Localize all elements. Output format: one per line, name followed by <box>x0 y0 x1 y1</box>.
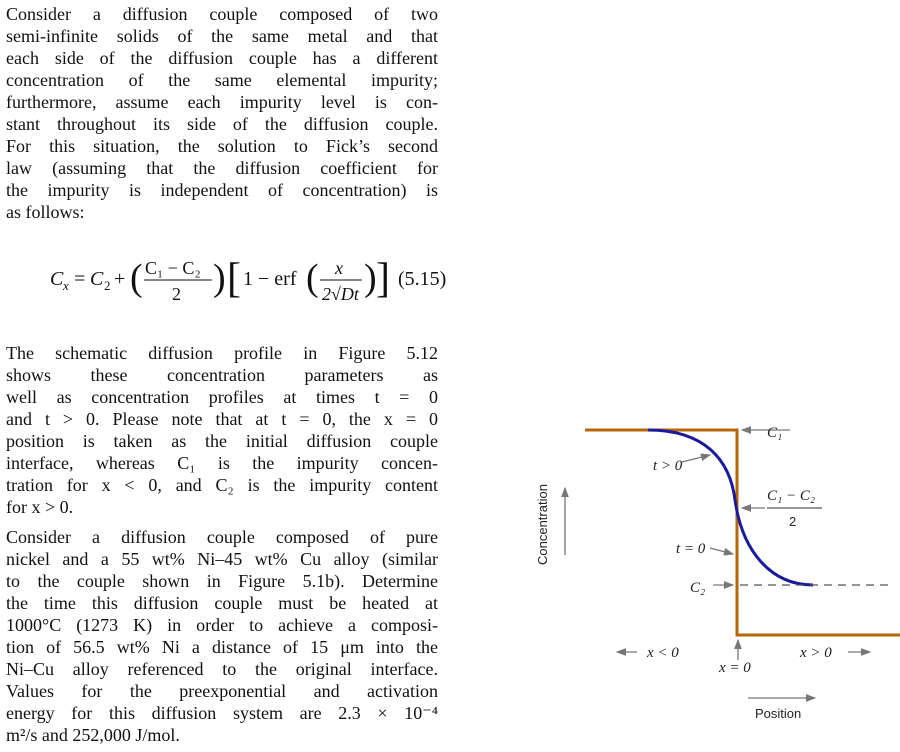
text-line: furthermore, assume each impurity level … <box>6 92 438 112</box>
eq-equals: = <box>74 268 85 290</box>
t-zero-arrow <box>709 547 735 556</box>
eq-lhs: C <box>50 268 64 290</box>
text-line: position is taken as the initial diffusi… <box>6 431 438 451</box>
mid-label-numerator: C₁ − C₂ <box>767 488 815 504</box>
c1-label: C₁ <box>767 425 782 441</box>
mid-label-denominator: 2 <box>789 514 796 529</box>
text-line: tion of 56.5 wt% Ni a distance of 15 μm … <box>6 637 438 657</box>
text-line: Consider a diffusion couple composed of … <box>6 4 438 24</box>
text-line: Ni–Cu alloy referenced to the original i… <box>6 659 438 679</box>
eq-c2-sub: 2 <box>104 278 111 293</box>
eq-paren-close: ) <box>213 257 226 299</box>
text-line: nickel and a 55 wt% Ni–45 wt% Cu alloy (… <box>6 549 438 569</box>
t-zero-label: t = 0 <box>676 541 706 557</box>
equation-5-15: C x = C 2 + ( C₁ − C₂ 2 ) [ 1 − erf ( x … <box>50 250 450 316</box>
text-line: For this situation, the solution to Fick… <box>6 136 438 156</box>
eq-paren2-close: ) <box>364 257 377 299</box>
eq-one-minus-erf: 1 − erf <box>243 268 297 290</box>
t-pos-arrow <box>681 453 712 463</box>
x-zero-label: x = 0 <box>718 660 751 676</box>
profile-paragraph: The schematic diffusion profile in Figur… <box>6 342 438 518</box>
eq-plus: + <box>114 268 125 290</box>
text-line: as follows: <box>6 202 85 222</box>
text-line: to the couple shown in Figure 5.1b). Det… <box>6 571 438 591</box>
text-line: The schematic diffusion profile in Figur… <box>6 343 438 363</box>
eq-number: (5.15) <box>398 268 446 290</box>
text-line: the time this diffusion couple must be h… <box>6 593 438 613</box>
eq-paren2-open: ( <box>306 257 319 299</box>
text-line: 1000°C (1273 K) in order to achieve a co… <box>6 615 438 635</box>
eq-paren-open: ( <box>130 257 143 299</box>
x-axis-label: Position <box>755 706 801 721</box>
text-line: for x > 0. <box>6 497 74 517</box>
t-positive-curve <box>647 428 814 587</box>
intro-paragraph: Consider a diffusion couple composed of … <box>6 3 438 223</box>
text-line: and t > 0. Please note that at t = 0, th… <box>6 409 438 429</box>
text-line: Values for the preexponential and activa… <box>6 681 438 701</box>
eq-bracket-open: [ <box>227 256 241 302</box>
eq-numerator: C₁ − C₂ <box>145 258 201 278</box>
text-line: concentration of the same elemental impu… <box>6 70 438 90</box>
text-line: m²/s and 252,000 J/mol. <box>6 725 180 745</box>
text-line: semi-infinite solids of the same metal a… <box>6 26 438 46</box>
text-line: the impurity is independent of concentra… <box>6 180 438 200</box>
eq-bracket-close: ] <box>376 256 390 302</box>
text-line: energy for this diffusion system are 2.3… <box>6 703 438 723</box>
c2-label: C₂ <box>690 580 705 596</box>
text-line: law (assuming that the diffusion coeffic… <box>6 158 438 178</box>
t-pos-label: t > 0 <box>653 458 683 474</box>
text-line: Consider a diffusion couple composed of … <box>6 527 438 547</box>
x-neg-label: x < 0 <box>646 645 679 661</box>
problem-paragraph: Consider a diffusion couple composed of … <box>6 526 438 746</box>
eq-lhs-sub: x <box>62 278 69 293</box>
eq-denominator: 2 <box>172 284 181 304</box>
eq-c2: C <box>90 268 104 290</box>
text-line: shows these concentration parameters as <box>6 365 438 385</box>
text-line: interface, whereas C₁ is the impurity co… <box>6 453 438 473</box>
text-line: stant throughout its side of the diffusi… <box>6 114 438 134</box>
eq-x: x <box>334 258 343 278</box>
eq-2-sqrt-dt: 2√Dt <box>322 284 360 304</box>
text-line: well as concentration profiles at times … <box>6 387 438 407</box>
text-line: each side of the diffusion couple has a … <box>6 48 438 68</box>
y-axis-label: Concentration <box>535 484 550 565</box>
text-line: tration for x < 0, and C₂ is the impurit… <box>6 475 438 495</box>
x-pos-label: x > 0 <box>799 645 832 661</box>
